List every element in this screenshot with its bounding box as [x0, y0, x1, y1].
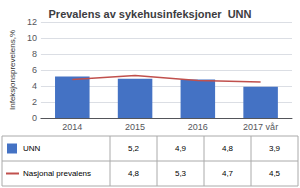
svg-text:4,9: 4,9 — [175, 144, 187, 153]
svg-text:3,9: 3,9 — [269, 144, 281, 153]
svg-text:Prevalens av sykehusinfeksjone: Prevalens av sykehusinfeksjoner UNN — [49, 8, 252, 20]
svg-text:2015: 2015 — [125, 122, 145, 132]
svg-text:Nasjonal prevalens: Nasjonal prevalens — [23, 169, 91, 178]
svg-text:2017 vår: 2017 vår — [243, 122, 278, 132]
svg-text:4: 4 — [32, 81, 37, 91]
svg-text:5,2: 5,2 — [128, 144, 140, 153]
svg-text:2014: 2014 — [62, 122, 82, 132]
svg-text:Infeksjonsprevelens,%: Infeksjonsprevelens,% — [8, 30, 17, 110]
svg-text:4,8: 4,8 — [128, 169, 140, 178]
svg-text:8: 8 — [32, 49, 37, 59]
svg-text:4,8: 4,8 — [222, 144, 234, 153]
svg-text:2016: 2016 — [188, 122, 208, 132]
svg-text:0: 0 — [32, 113, 37, 123]
svg-text:UNN: UNN — [23, 144, 41, 153]
svg-text:4,7: 4,7 — [222, 169, 234, 178]
svg-text:6: 6 — [32, 65, 37, 75]
svg-text:2: 2 — [32, 97, 37, 107]
svg-text:12: 12 — [27, 17, 37, 27]
svg-text:4,5: 4,5 — [269, 169, 281, 178]
svg-text:10: 10 — [27, 33, 37, 43]
svg-text:5,3: 5,3 — [175, 169, 187, 178]
